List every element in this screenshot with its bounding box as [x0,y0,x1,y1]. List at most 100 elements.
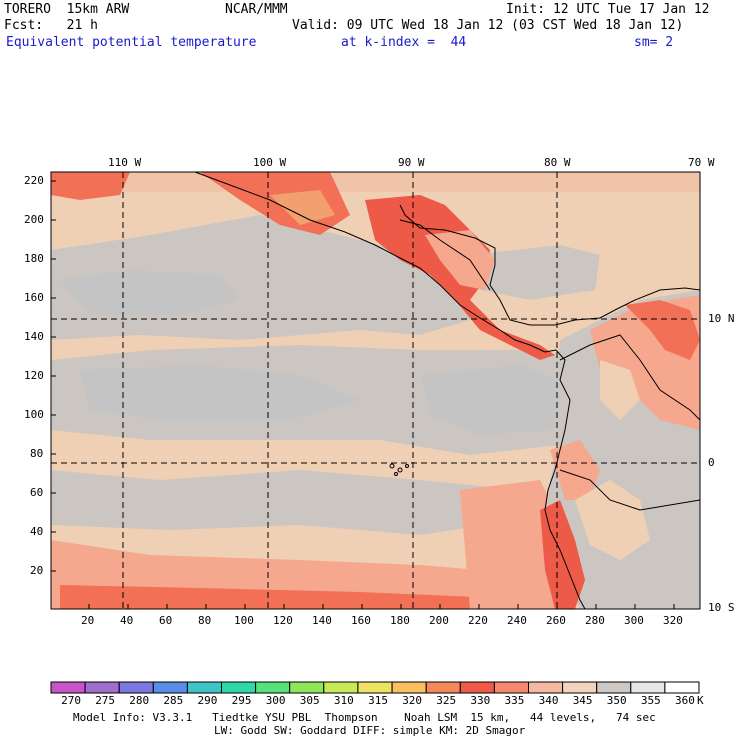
x-label: 220 [468,614,488,627]
model-name: TORERO 15km ARW [4,2,130,17]
colorbar-swatch [323,681,359,694]
galapagos-island [389,463,395,469]
frame-ticks [51,180,675,609]
colorbar-swatch [255,681,291,694]
colorbar-label: 305 [299,694,320,707]
y-label: 140 [24,330,44,343]
colorbar-label: 345 [572,694,593,707]
x-label: 100 [234,614,254,627]
field-patch-335-peru-coast [460,480,560,609]
lon-label-70w: 70 W [688,156,715,169]
x-label: 320 [663,614,683,627]
colorbar-label: 290 [197,694,218,707]
colorbar-swatch [425,681,461,694]
colorbar-label: 285 [163,694,184,707]
level-index: at k-index = 44 [341,35,467,50]
y-label: 100 [24,408,44,421]
map-field [51,172,700,609]
colorbar-label: 320 [402,694,423,707]
colorbar-label: 355 [640,694,661,707]
colorbar-label: 330 [470,694,491,707]
map-frame [50,171,701,610]
x-label: 140 [312,614,332,627]
x-label: 260 [546,614,566,627]
y-label: 60 [30,486,44,499]
field-patch-350 [420,365,560,435]
x-label: 80 [198,614,212,627]
field-patch-345-caribbean [470,245,600,300]
lat-label-eq: 0 [708,456,715,469]
x-label: 40 [120,614,134,627]
lat-label-10n: 10 N [708,312,735,325]
y-label: 80 [30,447,44,460]
coastline-pacific-central-america [194,172,557,353]
y-label: 160 [24,291,44,304]
field-ecuador-335 [550,440,600,500]
lon-label-90w: 90 W [398,156,425,169]
x-label: 20 [81,614,95,627]
graticule [51,172,700,609]
x-label: 180 [390,614,410,627]
colorbar-label: 270 [61,694,81,707]
colorbar-swatch [118,681,154,694]
colorbar-swatch [596,681,632,694]
lon-label-80w: 80 W [544,156,571,169]
x-label: 240 [507,614,527,627]
colorbar-label: 275 [95,694,116,707]
field-venezuela-330 [625,300,700,360]
forecast-hour: Fcst: 21 h [4,18,98,33]
field-peru-andes-340 [575,480,650,560]
colorbar-swatch [50,681,86,694]
y-label: 180 [24,252,44,265]
y-label: 20 [30,564,44,577]
border-colombia [559,334,700,421]
x-label: 160 [351,614,371,627]
colorbar-swatch [562,681,598,694]
field-patch-350 [80,365,360,420]
colorbar-label: 280 [129,694,150,707]
init-time: Init: 12 UTC Tue 17 Jan 12 [506,2,710,17]
lon-label-100w: 100 W [253,156,287,169]
colorbar-swatch [186,681,222,694]
colorbar [50,681,700,694]
colorbar-swatch [493,681,529,694]
field-central-america-335 [425,230,495,290]
colorbar-swatch [391,681,427,694]
colorbar-swatch [221,681,257,694]
model-info-line1: Model Info: V3.3.1 Tiedtke YSU PBL Thomp… [73,711,656,724]
y-label: 40 [30,525,44,538]
center-name: NCAR/MMM [225,2,288,17]
field-band-top [51,172,700,192]
colorbar-label: 295 [231,694,252,707]
colorbar-label: 360 [675,694,695,707]
colorbar-swatch [152,681,188,694]
y-label: 200 [24,213,44,226]
colorbar-label: 300 [265,694,286,707]
field-band-345-south [51,470,520,535]
colorbar-swatch [459,681,495,694]
colorbar-swatch [84,681,120,694]
colorbar-label: 340 [538,694,559,707]
field-andes-340 [600,360,640,420]
colorbar-swatch [664,681,700,694]
colorbar-swatch [289,681,325,694]
border-ecuador-peru [559,469,700,511]
coastline-caribbean [399,204,700,326]
lon-label-110w: 110 W [108,156,142,169]
lat-label-10s: 10 S [708,601,735,614]
x-label: 60 [159,614,173,627]
field-patch-350 [60,270,240,315]
x-label: 300 [624,614,644,627]
colorbar-label: 335 [504,694,525,707]
field-band-330-south [60,585,540,609]
colorbar-label: 310 [333,694,354,707]
y-label: 220 [24,174,44,187]
x-label: 120 [273,614,293,627]
valid-time: Valid: 09 UTC Wed 18 Jan 12 (03 CST Wed … [292,18,684,33]
x-label: 200 [429,614,449,627]
model-info-line2: LW: Godd SW: Goddard DIFF: simple KM: 2D… [214,724,526,737]
colorbar-swatch [630,681,666,694]
coastline-south-america-pacific [544,349,586,609]
field-name: Equivalent potential temperature [6,35,257,50]
